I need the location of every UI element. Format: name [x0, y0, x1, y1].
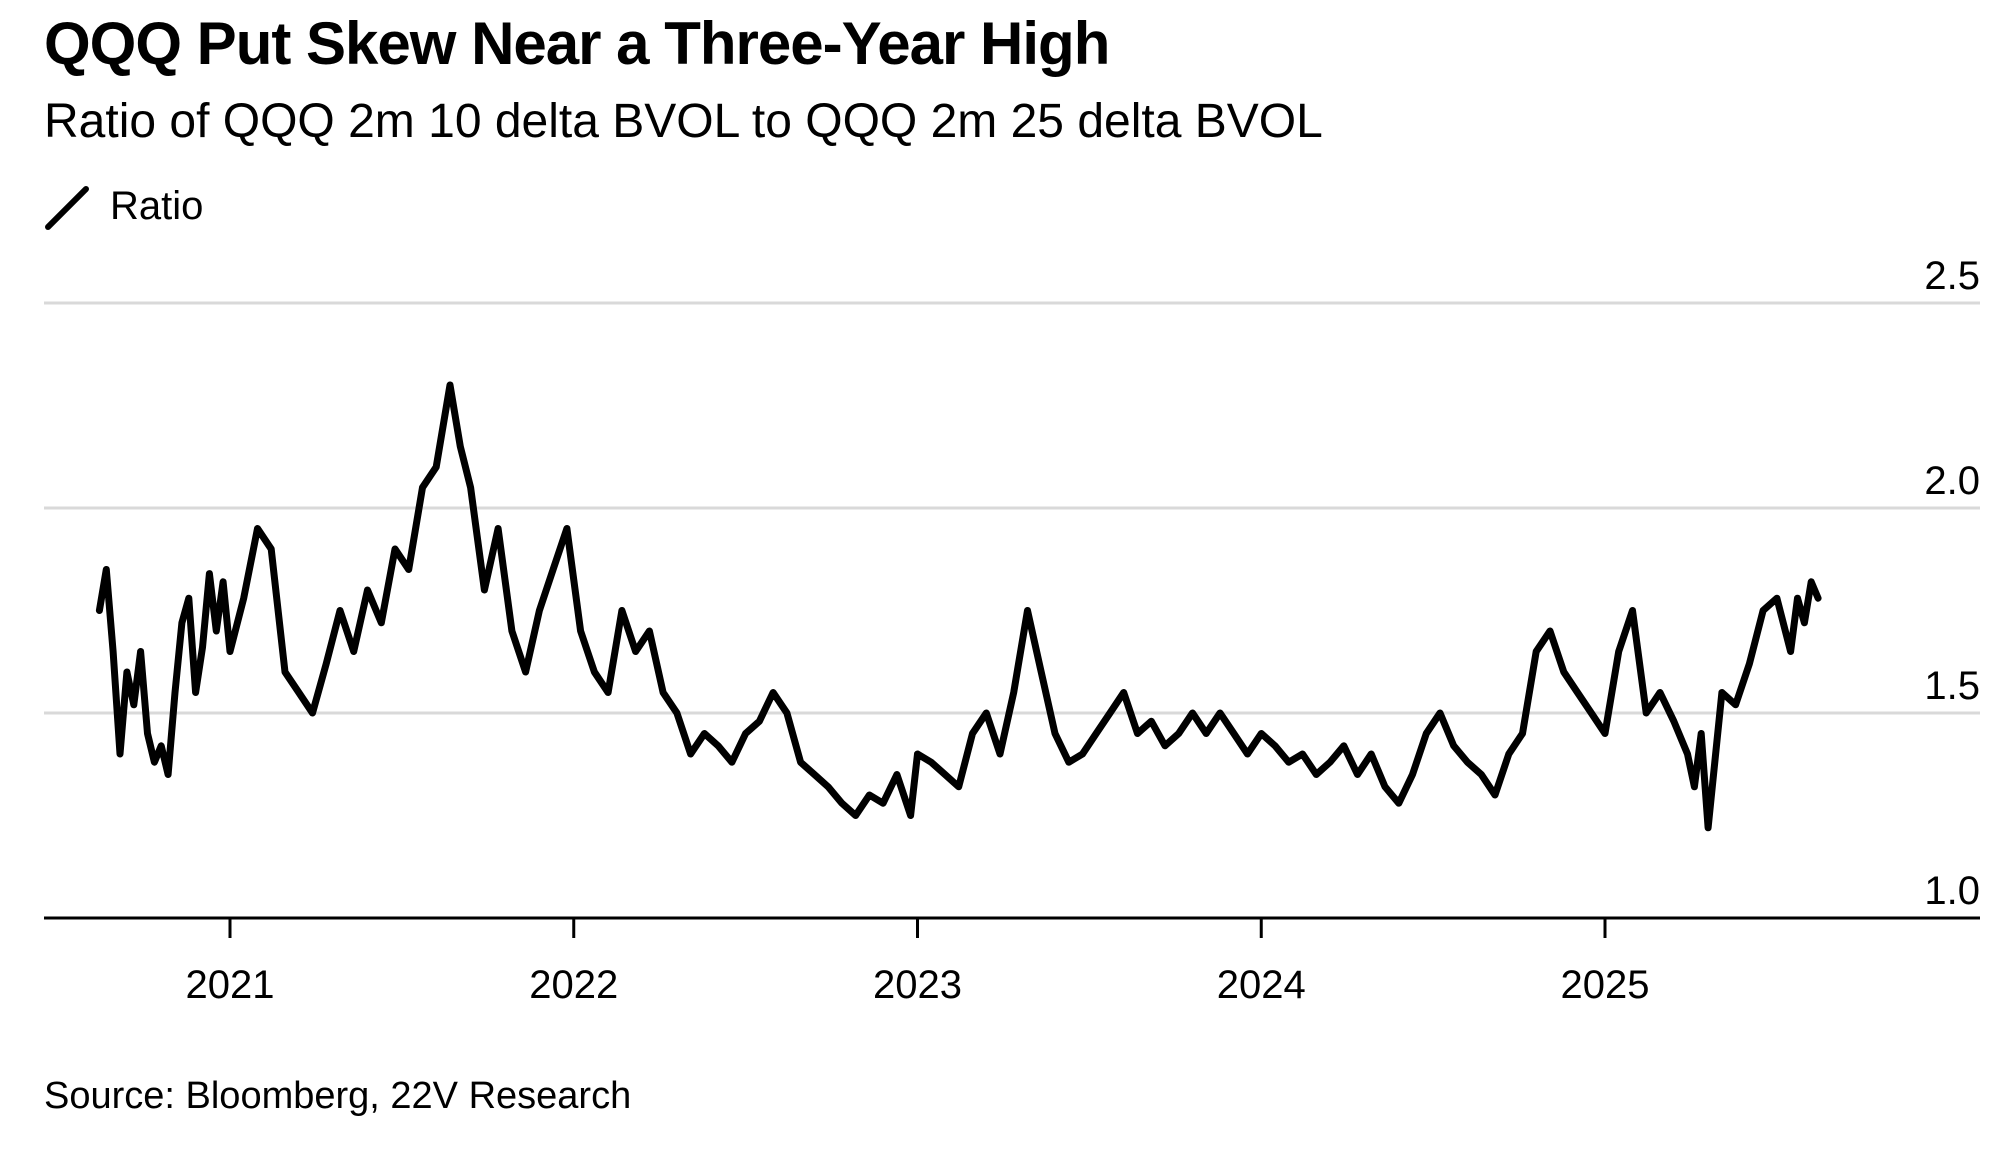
legend-line-stroke	[45, 186, 89, 230]
y-tick-label: 1.5	[1924, 664, 1980, 708]
x-axis-tick-labels: 2021 2022 2023 2024 2025	[186, 963, 1650, 1007]
x-tick-label: 2025	[1561, 963, 1650, 1007]
x-tick-label: 2024	[1217, 963, 1306, 1007]
x-tick-label: 2021	[186, 963, 275, 1007]
x-tick-label: 2023	[873, 963, 962, 1007]
chart-title: QQQ Put Skew Near a Three-Year High	[44, 10, 1110, 77]
x-tick-label: 2022	[529, 963, 618, 1007]
y-tick-label: 1.0	[1924, 869, 1980, 913]
x-axis	[44, 916, 1980, 938]
series-layer	[95, 381, 1822, 832]
chart-subtitle: Ratio of QQQ 2m 10 delta BVOL to QQQ 2m …	[44, 95, 1323, 148]
legend-label-ratio: Ratio	[110, 183, 204, 228]
grid-lines	[44, 301, 1980, 715]
legend: Ratio	[44, 176, 203, 236]
series-line-ratio	[95, 381, 1822, 832]
y-tick-label: 2.5	[1924, 254, 1980, 298]
y-tick-label: 2.0	[1924, 459, 1980, 503]
y-axis-tick-labels: 1.0 1.5 2.0 2.5	[1924, 254, 1980, 913]
source-note: Source: Bloomberg, 22V Research	[44, 1075, 632, 1117]
legend-line-icon	[45, 186, 89, 230]
